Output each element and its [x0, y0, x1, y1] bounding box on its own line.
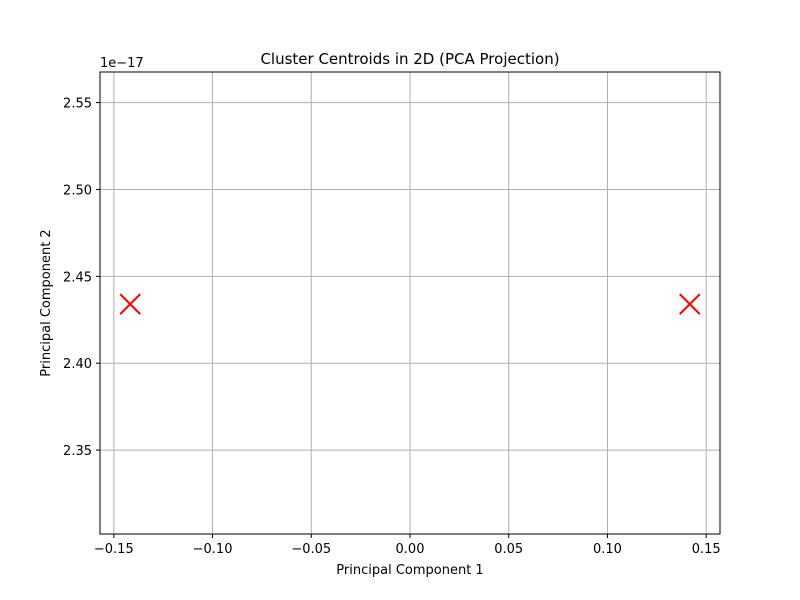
- data-markers: [119, 293, 701, 315]
- x-tick-label: −0.10: [193, 542, 233, 557]
- x-tick-label: 0.05: [494, 542, 523, 557]
- x-tick-label: 0.15: [692, 542, 721, 557]
- y-axis-offset-label: 1e−17: [100, 56, 144, 71]
- chart-title: Cluster Centroids in 2D (PCA Projection): [260, 50, 559, 68]
- y-tick-label: 2.40: [63, 357, 92, 372]
- y-tick-label: 2.35: [63, 444, 92, 459]
- x-axis-label: Principal Component 1: [336, 563, 483, 578]
- grid: [100, 72, 720, 534]
- marker-stroke: [679, 293, 701, 315]
- x-tick-label: −0.05: [291, 542, 331, 557]
- y-tick-label: 2.55: [63, 97, 92, 112]
- x-tick-label: 0.00: [396, 542, 425, 557]
- y-tick-label: 2.50: [63, 183, 92, 198]
- centroid-x-marker: [119, 293, 141, 315]
- centroid-x-marker: [679, 293, 701, 315]
- y-tick-label: 2.45: [63, 270, 92, 285]
- axis-ticks: −0.15 −0.10 −0.05 0.00 0.05 0.10 0.15 2.35 2.40 2…: [63, 97, 721, 557]
- marker-stroke: [119, 293, 141, 315]
- y-axis-label: Principal Component 2: [39, 229, 54, 376]
- x-tick-label: −0.15: [94, 542, 134, 557]
- x-tick-label: 0.10: [593, 542, 622, 557]
